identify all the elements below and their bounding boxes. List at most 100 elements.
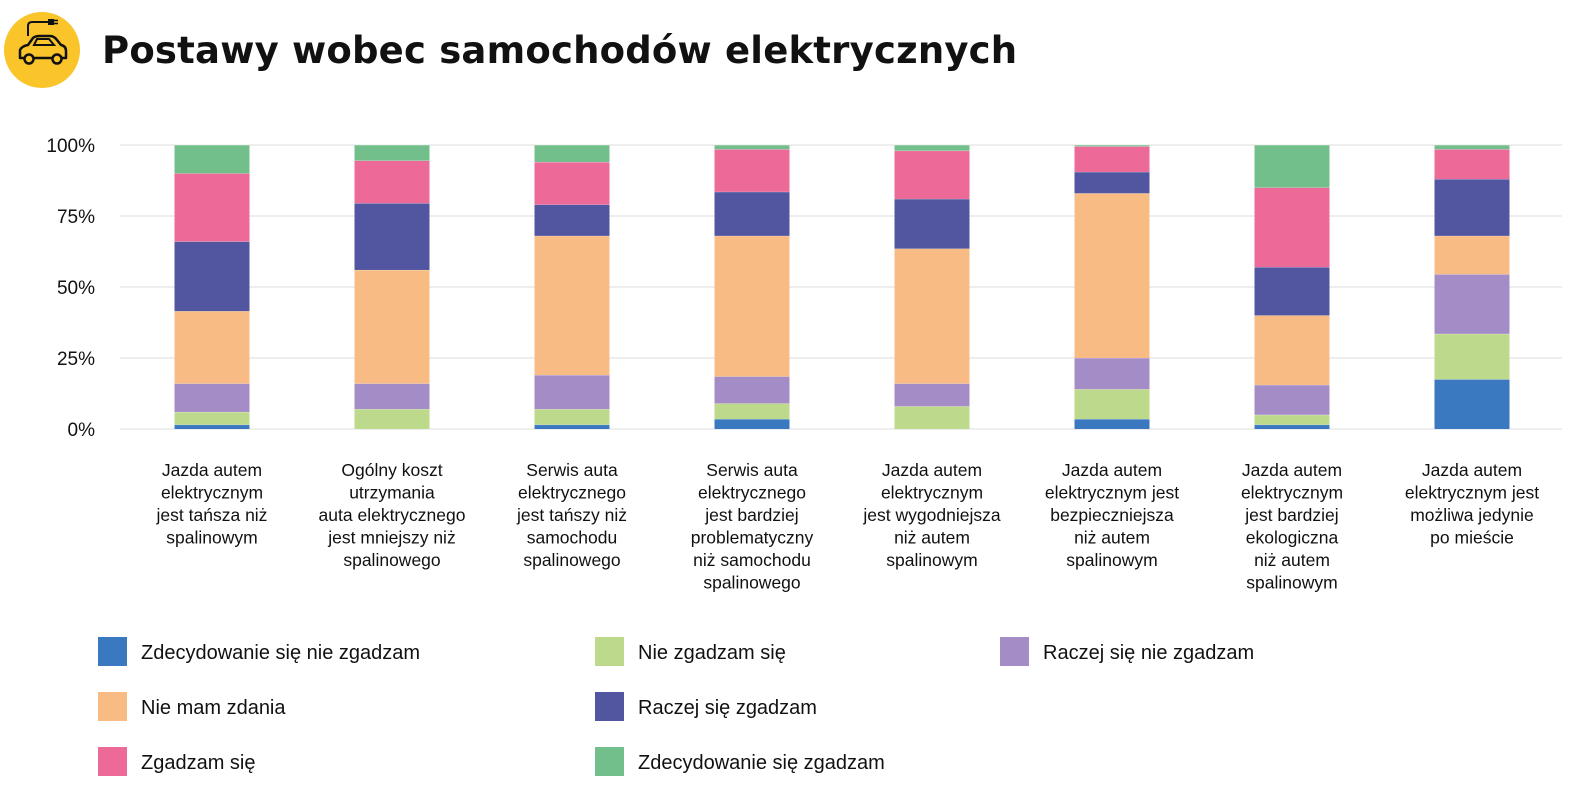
category-label-line: utrzymania [349, 483, 435, 503]
category-label-line: elektrycznym [161, 483, 263, 503]
bar-segment [174, 145, 250, 174]
category-label-line: jest bardziej [1244, 505, 1338, 525]
bar-stack [714, 144, 790, 429]
bar-segment [174, 311, 250, 384]
bar-segment [1074, 146, 1150, 172]
bar-segment [1434, 179, 1510, 236]
bar-segment [1434, 145, 1510, 150]
bar-segment [174, 383, 250, 412]
category-label: Serwis auta elektrycznego jest tańszy niż s… [516, 460, 627, 570]
category-label-line: auta elektrycznego [319, 505, 466, 525]
bar-segment [894, 248, 970, 384]
bar-segment [714, 235, 790, 377]
category-label-line: elektrycznym [1241, 483, 1343, 503]
category-label-line: Ogólny koszt [341, 460, 442, 480]
bar-segment [534, 375, 610, 410]
legend: Zdecydowanie się nie zgadzam Nie mam zdan… [98, 637, 1254, 776]
category-label-line: niż autem [1254, 550, 1330, 570]
bar-segment [1254, 315, 1330, 385]
category-label: Serwis auta elektrycznego jest bardziej pro… [691, 460, 814, 593]
bar-segment [894, 198, 970, 249]
category-label-line: Jazda autem [162, 460, 262, 480]
category-label-line: Jazda autem [882, 460, 982, 480]
bar-segment [1074, 171, 1150, 194]
category-label-line: Jazda autem [1242, 460, 1342, 480]
bar-segment [354, 269, 430, 384]
category-label: Jazda autem elektrycznym jest wygodniejsza… [862, 460, 1000, 570]
bar-segment [714, 149, 790, 192]
category-label-line: spalinowym [166, 528, 257, 548]
bar-segment [1434, 274, 1510, 334]
legend-swatch [595, 637, 624, 666]
bar-segment [534, 145, 610, 163]
category-label-line: jest tańsza niż [156, 505, 268, 525]
bar-segment [534, 235, 610, 376]
category-label-line: spalinowego [343, 550, 440, 570]
bar-segment [1254, 384, 1330, 415]
bar-segment [174, 173, 250, 242]
bar-stack [1254, 144, 1330, 429]
legend-swatch [1000, 637, 1029, 666]
category-label-line: elektrycznym [881, 483, 983, 503]
bar-segment [1254, 414, 1330, 425]
page-title: Postawy wobec samochodów elektrycznych [102, 28, 1018, 72]
category-label-line: spalinowym [886, 550, 977, 570]
category-label-line: elektrycznego [698, 483, 806, 503]
category-label-line: spalinowego [703, 573, 800, 593]
gridlines [120, 144, 1562, 430]
legend-label: Zdecydowanie się nie zgadzam [141, 642, 420, 664]
category-label-line: spalinowego [523, 550, 620, 570]
bar-segment [534, 204, 610, 236]
bar-segment [1074, 193, 1150, 358]
bar-segment [1254, 424, 1330, 429]
category-label: Ogólny koszt utrzymania auta elektrycznego… [319, 460, 466, 570]
chart-header: Postawy wobec samochodów elektrycznych [4, 12, 1017, 88]
category-label-line: jest mniejszy niż [327, 528, 455, 548]
legend-item: Raczej się nie zgadzam [1000, 637, 1254, 666]
category-label-line: jest tańszy niż [516, 505, 627, 525]
electric-car-icon [4, 12, 80, 88]
bars [174, 144, 1510, 429]
bar-segment [714, 145, 790, 150]
bar-segment [1074, 358, 1150, 390]
legend-label: Nie zgadzam się [638, 642, 786, 664]
bar-segment [354, 203, 430, 270]
legend-swatch [595, 692, 624, 721]
bar-segment [714, 191, 790, 236]
category-label-line: elektrycznym jest [1045, 483, 1179, 503]
category-label-line: spalinowym [1066, 550, 1157, 570]
legend-swatch [98, 747, 127, 776]
legend-item: Nie zgadzam się [595, 637, 786, 666]
category-label-line: ekologiczna [1246, 528, 1339, 548]
bar-segment [354, 160, 430, 204]
y-axis: 0% 25% 50% 75% 100% [46, 136, 95, 441]
bar-segment [1254, 267, 1330, 316]
bar-stack [1434, 144, 1510, 429]
category-label-line: jest wygodniejsza [862, 505, 1000, 525]
legend-swatch [98, 692, 127, 721]
bar-stack [174, 144, 250, 429]
category-label: Jazda autem elektrycznym jest możliwa jedy… [1405, 460, 1539, 548]
bar-segment [354, 383, 430, 410]
legend-label: Nie mam zdania [141, 697, 286, 719]
category-label: Jazda autem elektrycznym jest tańsza niż sp… [156, 460, 268, 548]
bar-segment [894, 406, 970, 429]
category-label-line: możliwa jedynie [1410, 505, 1534, 525]
y-tick-label: 75% [57, 207, 95, 228]
legend-label: Zgadzam się [141, 752, 256, 774]
legend-item: Raczej się zgadzam [595, 692, 817, 721]
legend-item: Nie mam zdania [98, 692, 286, 721]
bar-segment [1254, 187, 1330, 268]
bar-segment [1434, 235, 1510, 275]
bar-segment [714, 419, 790, 429]
bar-segment [1434, 379, 1510, 429]
bar-segment [714, 376, 790, 404]
y-tick-label: 0% [68, 420, 96, 441]
category-label-line: Serwis auta [526, 460, 618, 480]
category-label-line: Jazda autem [1422, 460, 1522, 480]
bar-segment [534, 409, 610, 425]
legend-swatch [595, 747, 624, 776]
bar-segment [354, 409, 430, 429]
legend-label: Raczej się zgadzam [638, 697, 817, 719]
